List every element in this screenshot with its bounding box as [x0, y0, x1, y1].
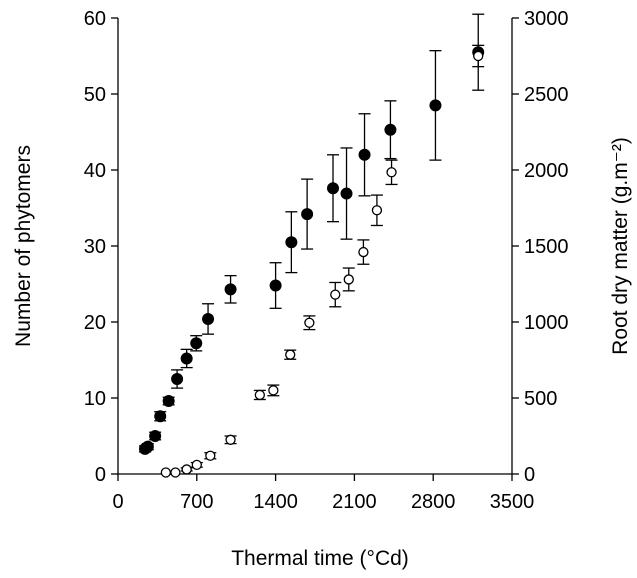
data-point [225, 434, 236, 445]
series-2 [160, 44, 485, 478]
x-axis-title: Thermal time (°Cd) [231, 547, 409, 570]
y-axis-right-ticks: 0 500 1000 1500 2000 2500 3000 [512, 8, 569, 486]
x-axis-ticks: 0 700 1400 2100 2800 3500 [112, 474, 534, 513]
data-point [285, 349, 296, 360]
data-point [371, 205, 383, 216]
y-left-tick-label: 60 [84, 8, 106, 30]
y-axis-left-ticks: 0 10 20 30 40 50 60 [84, 8, 118, 486]
data-point [268, 385, 279, 396]
x-tick-label: 0 [112, 491, 123, 513]
data-point [285, 236, 298, 249]
y-axis-right-title: Root dry matter (g.m⁻²) [609, 137, 632, 355]
data-point [171, 373, 184, 385]
y-left-tick-label: 20 [84, 312, 106, 334]
y-right-tick-label: 2500 [524, 84, 569, 106]
y-left-tick-label: 10 [84, 388, 106, 410]
data-marks [139, 13, 485, 478]
y-right-tick-label: 0 [524, 464, 535, 486]
y-right-tick-label: 500 [524, 388, 557, 410]
data-point [340, 187, 353, 200]
y-right-tick-label: 1000 [524, 312, 569, 334]
y-right-tick-label: 2000 [524, 160, 569, 182]
data-point [154, 410, 167, 423]
x-tick-label: 1400 [253, 491, 298, 513]
data-point [149, 430, 162, 442]
data-point [269, 279, 282, 292]
y-right-tick-label: 3000 [524, 8, 569, 30]
data-point [429, 99, 442, 112]
x-tick-label: 2800 [411, 491, 456, 513]
y-axis-left-title: Number of phytomers [12, 145, 35, 347]
y-right-tick-label: 1500 [524, 236, 569, 258]
data-point [386, 167, 397, 178]
axes [117, 18, 513, 475]
data-point [327, 182, 340, 195]
x-tick-label: 3500 [490, 491, 535, 513]
data-point [205, 450, 216, 461]
data-point [358, 148, 371, 161]
data-point [358, 246, 369, 258]
data-point [254, 389, 265, 401]
y-left-tick-label: 0 [95, 464, 106, 486]
data-point [330, 289, 341, 300]
y-left-tick-label: 40 [84, 160, 106, 182]
data-point [202, 312, 215, 325]
data-point [141, 440, 154, 453]
series-1 [139, 13, 485, 455]
data-point [384, 123, 397, 136]
data-point [190, 337, 203, 350]
data-point [181, 464, 192, 475]
data-point [343, 274, 354, 285]
data-point [191, 459, 202, 471]
data-point [162, 395, 175, 408]
data-point [301, 208, 314, 221]
data-point [304, 317, 315, 328]
x-tick-label: 700 [180, 491, 213, 513]
x-tick-label: 2100 [332, 491, 377, 513]
data-point [180, 352, 193, 365]
y-left-tick-label: 50 [84, 84, 106, 106]
data-point [473, 50, 484, 62]
data-point [170, 467, 181, 478]
y-left-tick-label: 30 [84, 236, 106, 258]
data-point [224, 283, 237, 296]
data-point [160, 467, 171, 478]
